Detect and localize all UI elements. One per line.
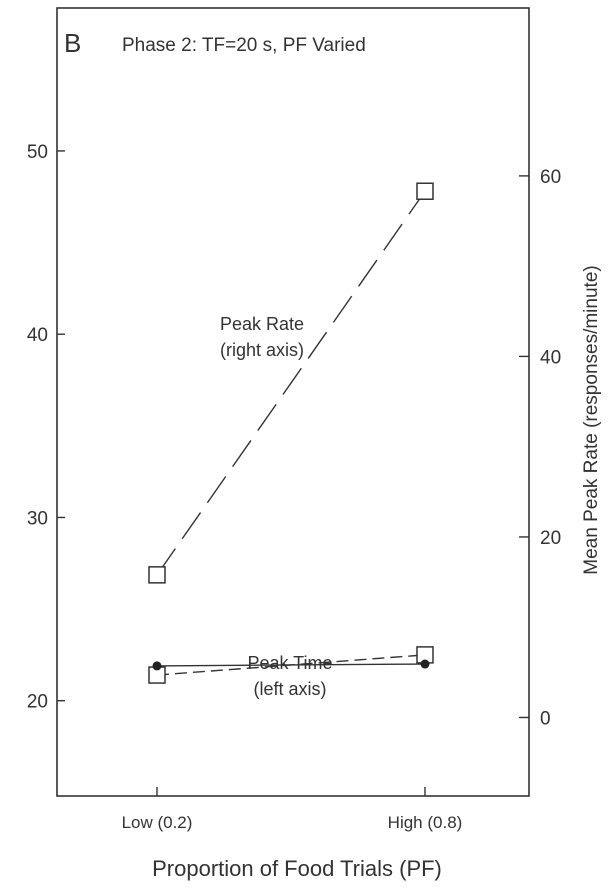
chart-text: B Phase 2: TF=20 s, PF Varied Proportion… [64, 28, 602, 881]
series-line [156, 663, 426, 667]
y-left-tick-label: 20 [27, 692, 48, 713]
y-left-tick-label: 50 [27, 142, 48, 163]
y-right-tick-label: 40 [540, 347, 561, 368]
data-point [416, 182, 434, 200]
series-line [156, 190, 426, 576]
chart-title: Phase 2: TF=20 s, PF Varied [122, 35, 366, 56]
series-markers [148, 182, 434, 684]
plot-border [56, 7, 530, 797]
y-right-tick-label: 20 [540, 528, 561, 549]
data-point [148, 566, 166, 584]
y-right-tick-label: 60 [540, 167, 561, 188]
annotation-label: Peak Rate [220, 314, 304, 334]
plot-frame [56, 7, 530, 797]
x-axis-label: Proportion of Food Trials (PF) [152, 856, 442, 881]
annotation-label: (right axis) [220, 340, 304, 360]
data-point [420, 659, 430, 669]
series-lines [156, 190, 426, 676]
y-left-tick-label: 30 [27, 508, 48, 529]
annotation-label: Peak Time [247, 653, 332, 673]
x-tick-label: High (0.8) [388, 813, 463, 832]
annotation-label: (left axis) [253, 679, 326, 699]
panel-label: B [64, 28, 81, 58]
data-point [152, 661, 162, 671]
y-right-tick-label: 0 [540, 708, 551, 729]
axis-ticks: 20 30 40 50 0 20 40 60 Low (0.2) High (0.8) [27, 142, 561, 832]
x-tick-label: Low (0.2) [122, 813, 193, 832]
y-axis-right-label: Mean Peak Rate (responses/minute) [581, 265, 602, 574]
y-left-tick-label: 40 [27, 325, 48, 346]
